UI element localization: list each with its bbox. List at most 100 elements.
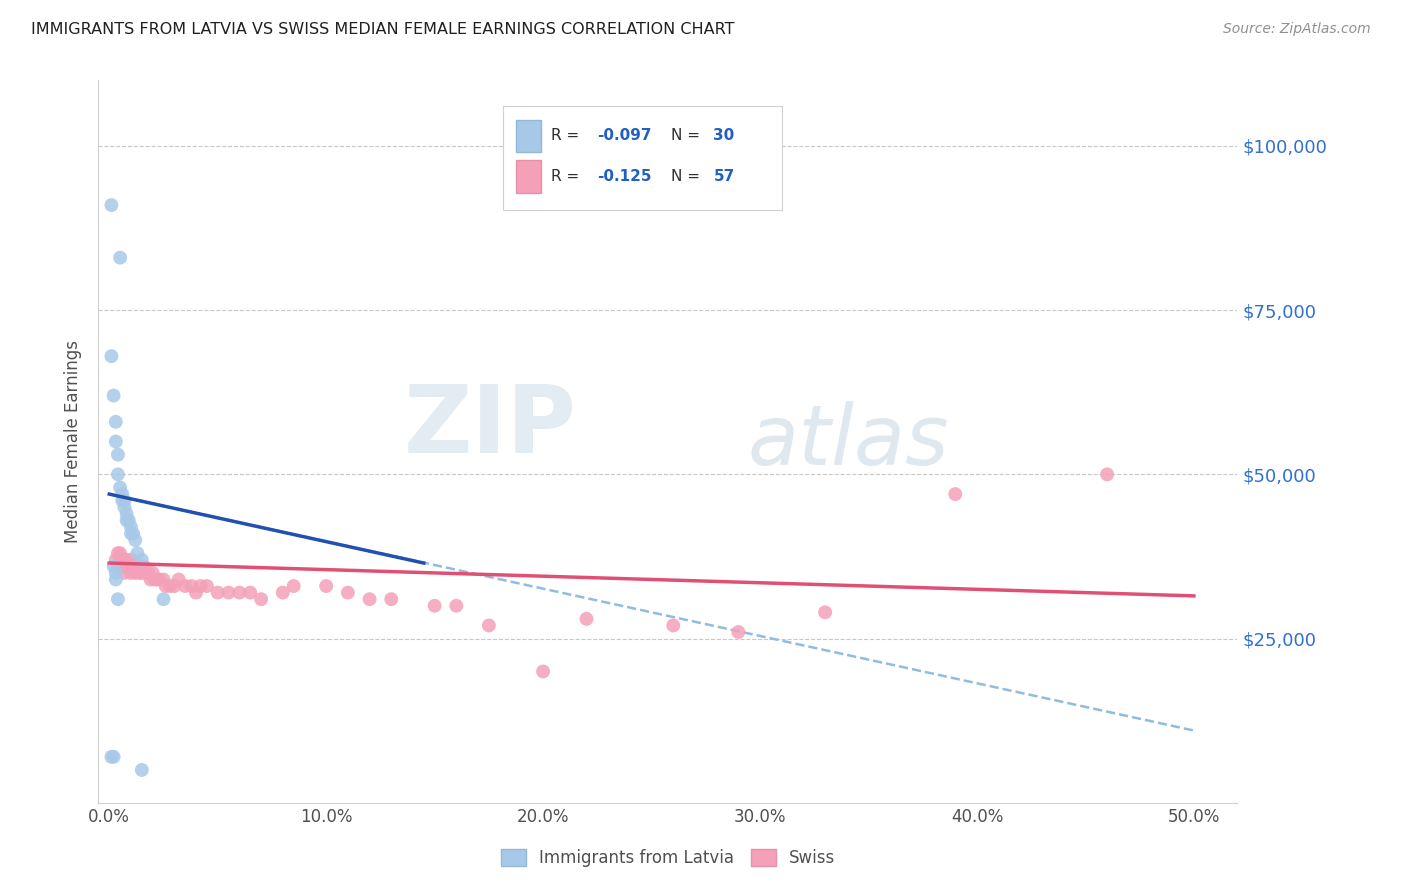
Point [174, 579, 197, 593]
Point [143, 573, 166, 587]
Point [152, 573, 174, 587]
Point [107, 448, 129, 462]
Text: -0.125: -0.125 [598, 169, 652, 184]
Point [131, 553, 153, 567]
Legend: Immigrants from Latvia, Swiss: Immigrants from Latvia, Swiss [494, 842, 842, 874]
Point [132, 559, 155, 574]
Point [120, 526, 142, 541]
Point [283, 579, 305, 593]
Point [1095, 467, 1118, 482]
Point [207, 585, 229, 599]
Text: R =: R = [551, 169, 583, 184]
Point [146, 573, 169, 587]
Point [239, 585, 262, 599]
Point [148, 573, 170, 587]
Point [100, 349, 122, 363]
Point [127, 559, 149, 574]
Point [575, 612, 598, 626]
Point [124, 566, 146, 580]
FancyBboxPatch shape [503, 105, 782, 211]
Point [167, 573, 190, 587]
Bar [516, 120, 541, 153]
Point [120, 566, 142, 580]
Point [127, 546, 149, 560]
Point [104, 573, 127, 587]
Point [446, 599, 468, 613]
Point [128, 566, 150, 580]
Point [114, 500, 136, 515]
Text: N =: N = [671, 128, 706, 144]
Point [142, 566, 165, 580]
Point [118, 559, 141, 574]
Point [727, 625, 749, 640]
Text: Source: ZipAtlas.com: Source: ZipAtlas.com [1223, 22, 1371, 37]
Text: N =: N = [671, 169, 706, 184]
Point [107, 467, 129, 482]
Point [104, 415, 127, 429]
Point [531, 665, 554, 679]
Point [184, 585, 207, 599]
Point [114, 493, 136, 508]
Point [111, 487, 134, 501]
Point [190, 579, 212, 593]
Text: -0.097: -0.097 [598, 128, 652, 144]
Point [131, 763, 153, 777]
Point [115, 507, 138, 521]
Point [315, 579, 337, 593]
Point [108, 553, 131, 567]
Point [114, 559, 136, 574]
Point [104, 553, 127, 567]
Point [136, 566, 159, 580]
Point [122, 559, 145, 574]
Bar [516, 161, 541, 193]
Point [111, 553, 134, 567]
Point [163, 579, 186, 593]
Point [103, 559, 125, 574]
Point [100, 198, 122, 212]
Point [118, 513, 141, 527]
Point [662, 618, 685, 632]
Point [250, 592, 273, 607]
Point [111, 559, 134, 574]
Point [104, 434, 127, 449]
Point [108, 546, 131, 560]
Point [159, 579, 181, 593]
Point [104, 566, 127, 580]
Point [120, 520, 142, 534]
Point [124, 533, 146, 547]
Text: 57: 57 [713, 169, 735, 184]
Point [107, 592, 129, 607]
Point [152, 592, 174, 607]
Point [107, 559, 129, 574]
Point [155, 579, 177, 593]
Point [131, 566, 153, 580]
Point [271, 585, 294, 599]
Point [814, 605, 837, 619]
Point [943, 487, 966, 501]
Point [103, 388, 125, 402]
Text: 30: 30 [713, 128, 735, 144]
Point [103, 749, 125, 764]
Point [423, 599, 446, 613]
Point [180, 579, 202, 593]
Point [120, 553, 142, 567]
Point [107, 546, 129, 560]
Point [122, 526, 145, 541]
Point [139, 573, 162, 587]
Text: R =: R = [551, 128, 583, 144]
Text: IMMIGRANTS FROM LATVIA VS SWISS MEDIAN FEMALE EARNINGS CORRELATION CHART: IMMIGRANTS FROM LATVIA VS SWISS MEDIAN F… [31, 22, 734, 37]
Point [228, 585, 250, 599]
Point [108, 481, 131, 495]
Point [115, 513, 138, 527]
Point [115, 553, 138, 567]
Point [100, 749, 122, 764]
Point [114, 566, 136, 580]
Point [195, 579, 218, 593]
Point [380, 592, 402, 607]
Text: ZIP: ZIP [404, 381, 576, 473]
Text: atlas: atlas [748, 401, 949, 482]
Point [108, 251, 131, 265]
Point [478, 618, 501, 632]
Point [111, 493, 134, 508]
Point [336, 585, 359, 599]
